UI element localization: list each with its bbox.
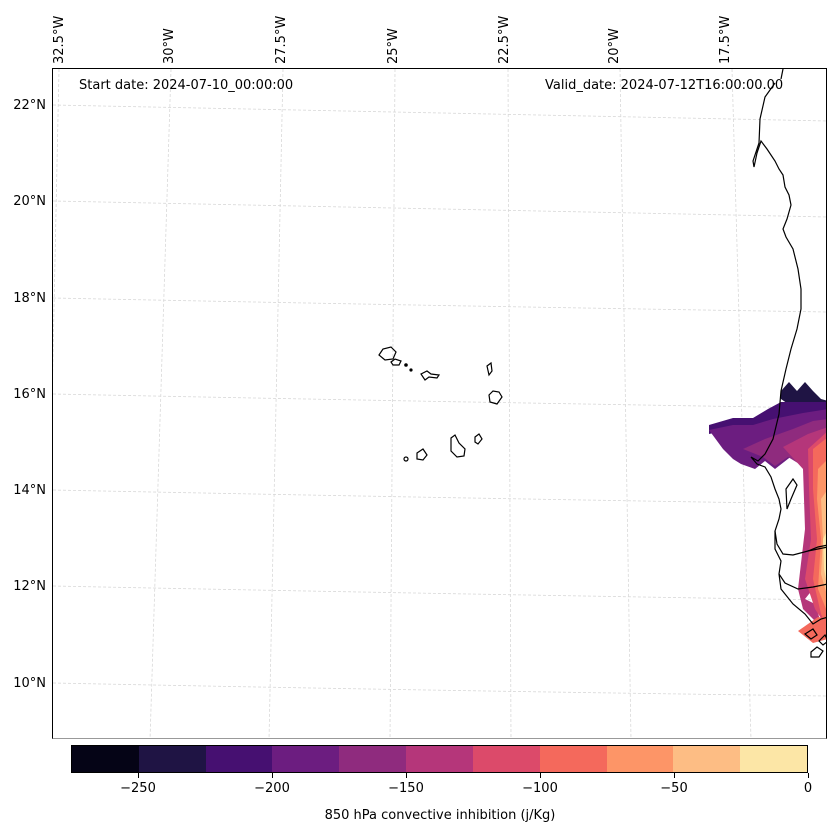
colorbar-segment--150	[406, 746, 473, 772]
cin-contours	[709, 382, 826, 643]
colorbar-tick	[539, 773, 541, 778]
map-panel[interactable]	[52, 68, 827, 739]
colorbar-tick-label: −100	[522, 781, 558, 796]
colorbar-segment--125	[472, 746, 540, 772]
graticule	[53, 69, 826, 738]
lon-label-25w: 25°W	[386, 28, 401, 64]
lon-label-30w: 30°W	[162, 28, 177, 64]
lon-label-27-5w: 27.5°W	[274, 15, 289, 64]
colorbar-segment--250	[138, 746, 206, 772]
colorbar-segment--200	[272, 746, 340, 772]
island-sao-nicolau	[420, 370, 441, 381]
island-sao-vicente	[390, 358, 402, 366]
lon-label-17-5w: 17.5°W	[718, 15, 733, 64]
gambia-river	[807, 544, 826, 552]
colorbar-tick-label: −200	[254, 781, 290, 796]
lat-label-14n: 14°N	[13, 483, 46, 498]
colorbar-tick	[673, 773, 675, 778]
lon-label-32-5w: 32.5°W	[52, 15, 67, 64]
island-fogo	[416, 448, 428, 461]
colorbar-tick-label: −250	[120, 781, 156, 796]
colorbar-tick-label: −150	[388, 781, 424, 796]
lon-line-17-5w	[731, 69, 752, 738]
lon-label-20w: 20°W	[607, 28, 622, 64]
lat-line-10n	[53, 682, 826, 697]
island-santa-luzia	[404, 363, 408, 367]
island-boa-vista	[488, 390, 503, 405]
lon-line-32-5w	[53, 69, 60, 376]
coastline	[750, 69, 826, 658]
colorbar-tick	[137, 773, 139, 778]
lat-line-14n	[53, 489, 826, 505]
cape-verde-islands	[378, 346, 503, 462]
lat-label-18n: 18°N	[13, 291, 46, 306]
colorbar-tick-label: 0	[803, 781, 813, 796]
lon-label-22-5w: 22.5°W	[497, 15, 512, 64]
lat-line-20n	[53, 200, 826, 218]
lat-line-12n	[53, 585, 826, 601]
senegal-inlet	[785, 477, 798, 510]
colorbar-segment--100	[539, 746, 607, 772]
island-sal	[486, 361, 493, 377]
lat-label-12n: 12°N	[13, 579, 46, 594]
island-santo-antao	[378, 346, 397, 361]
lat-line-22n	[53, 104, 826, 122]
bissagos-islands	[803, 628, 826, 658]
colorbar-segment--225	[205, 746, 273, 772]
lat-label-16n: 16°N	[13, 387, 46, 402]
island-brava	[403, 456, 409, 462]
colorbar	[71, 745, 808, 773]
lat-line-18n	[53, 297, 826, 313]
cin-band--25	[823, 533, 826, 579]
lon-line-25w	[389, 69, 396, 738]
island-santiago	[450, 434, 466, 458]
lon-line-20w	[619, 69, 632, 738]
lon-line-27-5w	[268, 69, 284, 738]
island-maio	[474, 433, 483, 445]
lon-line-22-5w	[507, 69, 512, 738]
start-date-annotation: Start date: 2024-07-10_00:00:00	[79, 78, 294, 93]
lat-label-22n: 22°N	[13, 98, 46, 113]
colorbar-tick	[271, 773, 273, 778]
colorbar-tick	[405, 773, 407, 778]
lat-label-20n: 20°N	[13, 194, 46, 209]
lat-label-10n: 10°N	[13, 676, 46, 691]
colorbar-tick	[807, 773, 809, 778]
lon-line-30w	[149, 69, 172, 738]
colorbar-segment--75	[606, 746, 674, 772]
colorbar-segment--175	[339, 746, 407, 772]
colorbar-label: 850 hPa convective inhibition (j/Kg)	[324, 808, 556, 823]
mauritania-senegal-coast	[750, 69, 826, 556]
guinea-bissau-coast	[774, 531, 826, 625]
colorbar-segment--275	[72, 746, 139, 772]
map-canvas	[53, 69, 826, 738]
colorbar-tick-label: −50	[660, 781, 688, 796]
colorbar-segment--25	[740, 746, 807, 772]
lat-line-16n	[53, 393, 826, 409]
colorbar-segment--50	[673, 746, 741, 772]
island-raso	[409, 368, 413, 372]
valid-date-annotation: Valid_date: 2024-07-12T16:00:00.00	[545, 78, 784, 93]
